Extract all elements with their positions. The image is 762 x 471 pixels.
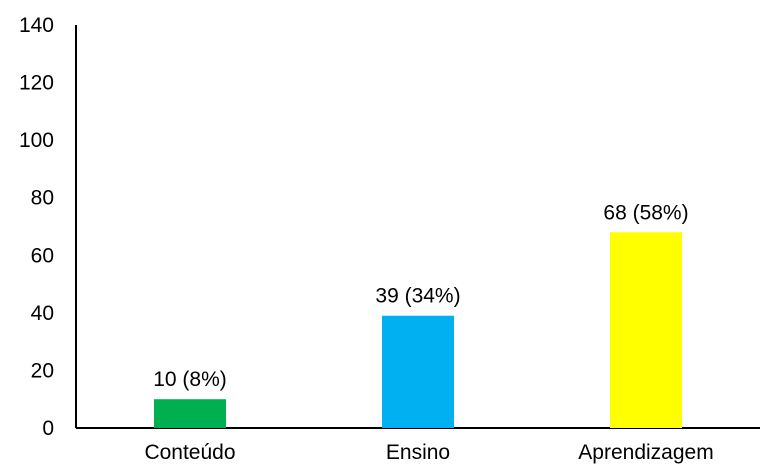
y-axis-tick-labels: 0 20 40 60 80 100 120 140	[19, 14, 54, 440]
bar-ensino	[382, 315, 454, 428]
y-tick-label-20: 20	[31, 359, 54, 382]
y-tick-label-60: 60	[31, 244, 54, 267]
category-labels-group: Conteúdo Ensino Aprendizagem	[144, 441, 713, 464]
bar-aprendizagem	[610, 232, 682, 428]
data-label-conteudo: 10 (8%)	[153, 368, 227, 391]
y-tick-label-120: 120	[19, 72, 54, 95]
bar-conteudo	[154, 399, 226, 428]
data-label-aprendizagem: 68 (58%)	[603, 201, 688, 224]
y-tick-label-140: 140	[19, 14, 54, 37]
category-label-conteudo: Conteúdo	[144, 441, 235, 464]
data-label-ensino: 39 (34%)	[375, 285, 460, 308]
bars-group	[154, 232, 682, 428]
data-labels-group: 10 (8%) 39 (34%) 68 (58%)	[153, 201, 688, 391]
category-label-aprendizagem: Aprendizagem	[578, 441, 713, 464]
y-tick-label-0: 0	[42, 417, 54, 440]
y-tick-label-100: 100	[19, 129, 54, 152]
category-label-ensino: Ensino	[386, 441, 450, 464]
y-tick-label-40: 40	[31, 302, 54, 325]
y-tick-label-80: 80	[31, 187, 54, 210]
